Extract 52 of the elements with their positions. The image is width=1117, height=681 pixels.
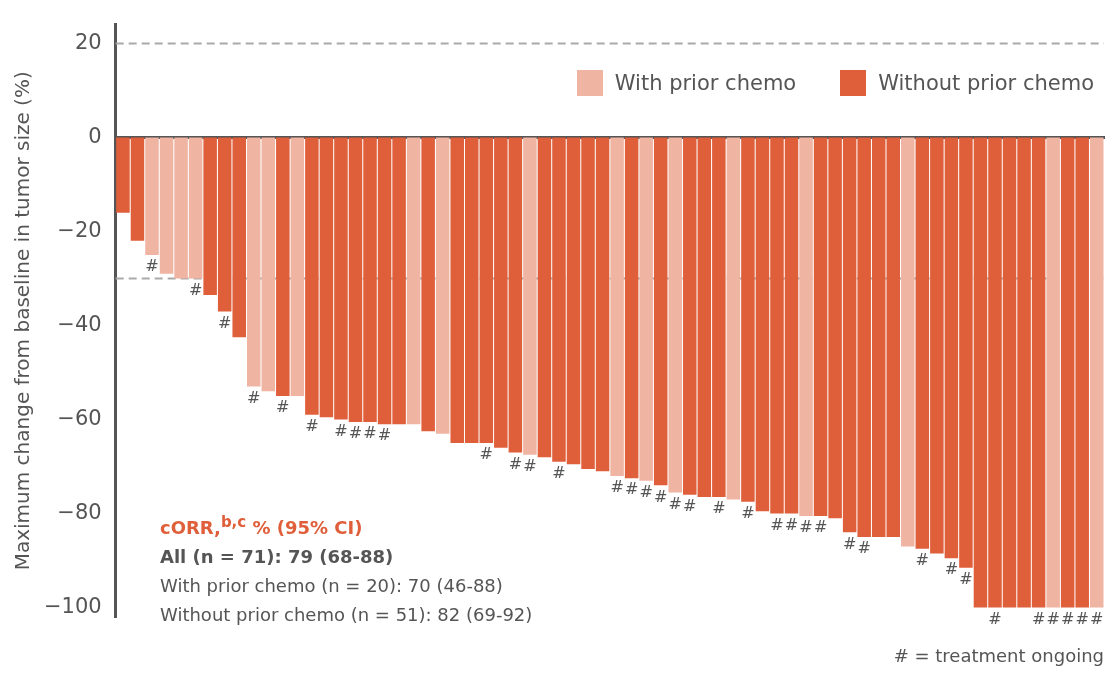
data-label: # <box>857 538 871 558</box>
y-axis-title: Maximum change from baseline in tumor size (%) <box>10 71 35 571</box>
y-tick-label: 20 <box>74 29 102 54</box>
data-label: # <box>1060 608 1075 628</box>
data-label: # <box>988 608 1002 628</box>
data-label: # <box>639 481 653 501</box>
data-label: # <box>1046 608 1060 628</box>
data-label: # <box>552 463 566 482</box>
data-label: # <box>508 453 523 473</box>
data-label: # <box>813 517 828 537</box>
data-label: # <box>683 495 697 515</box>
data-label: # <box>363 423 377 443</box>
y-tick-label: −80 <box>57 500 102 525</box>
data-label: # <box>654 486 668 506</box>
data-label: # <box>1031 608 1046 628</box>
annotation: With prior chemo (n = 20): 70 (46-88) <box>160 574 504 598</box>
data-label: # <box>741 502 755 522</box>
data-label: # <box>217 312 232 332</box>
data-label: # <box>334 420 348 440</box>
data-label: # <box>145 256 159 276</box>
data-label: # <box>377 425 392 445</box>
data-label: # <box>668 493 682 513</box>
data-label: # <box>770 514 784 534</box>
y-tick-label: −40 <box>57 311 102 336</box>
y-tick-label: −60 <box>57 405 102 430</box>
data-label: # <box>784 514 799 534</box>
y-tick-label: −20 <box>57 217 102 242</box>
annotation: Without prior chemo (n = 51): 82 (69-92) <box>160 603 533 627</box>
annotation: All (n = 71): 79 (68-88) <box>160 545 395 569</box>
y-tick-label: −100 <box>43 594 102 619</box>
data-label: # <box>305 415 319 435</box>
data-label: # <box>959 568 973 588</box>
data-label: # <box>1075 608 1089 628</box>
data-label: # <box>1090 608 1104 628</box>
data-label: # <box>842 533 857 553</box>
data-label: # <box>523 455 537 475</box>
annotation: cORR,$^{b,c}$ % (95% CI) <box>160 512 364 540</box>
data-label: # <box>915 549 930 569</box>
data-label: # <box>479 444 493 464</box>
data-label: # <box>944 559 959 579</box>
legend-label: Without prior chemo <box>878 71 1094 95</box>
text: # = treatment ongoing <box>893 645 1104 666</box>
data-label: # <box>624 479 639 499</box>
data-label: # <box>799 517 813 537</box>
data-label: # <box>610 477 624 497</box>
data-label: # <box>247 387 261 407</box>
data-label: # <box>276 397 290 417</box>
data-label: # <box>348 423 363 443</box>
legend-label: With prior chemo <box>614 71 797 95</box>
data-label: # <box>712 498 726 518</box>
y-tick-label: 0 <box>88 123 102 148</box>
data-label: # <box>188 279 203 299</box>
